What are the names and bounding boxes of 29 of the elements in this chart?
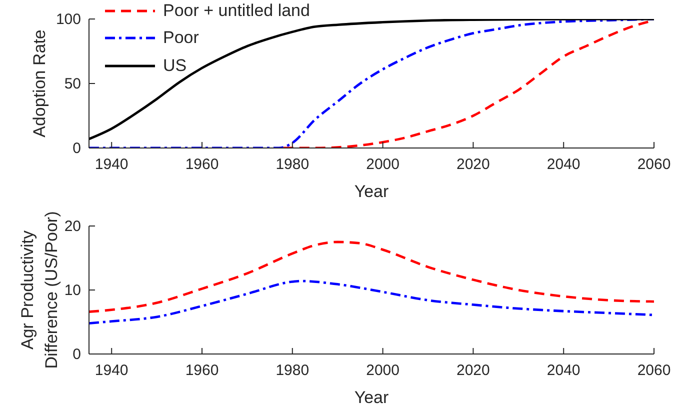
x-tick-label: 2060 <box>637 362 671 379</box>
x-tick-label: 2000 <box>366 362 400 379</box>
x-tick-label: 2040 <box>546 156 580 173</box>
x-tick-label: 2020 <box>456 156 490 173</box>
y-tick-label: 20 <box>64 218 81 235</box>
y-tick-label: 100 <box>56 11 81 28</box>
y-tick-label: 0 <box>72 140 81 157</box>
x-tick-label: 1980 <box>276 362 310 379</box>
legend-label: Poor <box>163 28 199 48</box>
y-tick-label: 10 <box>64 282 81 299</box>
x-axis-title: Year <box>354 182 390 201</box>
x-tick-label: 1960 <box>185 362 219 379</box>
x-tick-label: 1940 <box>94 156 128 173</box>
y-tick-label: 50 <box>64 76 81 92</box>
x-tick-label: 2020 <box>456 362 490 379</box>
x-tick-label: 1980 <box>276 156 310 173</box>
y-axis-title: Adoption Rate <box>30 30 49 138</box>
x-tick-label: 2060 <box>637 156 671 173</box>
line-series <box>89 280 654 324</box>
y-tick-label: 0 <box>72 346 81 363</box>
x-axis-title: Year <box>354 388 390 407</box>
x-tick-label: 2000 <box>366 156 400 173</box>
y-axis-title: Agr Productivity Difference (US/Poor) <box>18 211 61 369</box>
x-tick-label: 2040 <box>546 362 580 379</box>
line-series <box>89 240 654 313</box>
x-tick-label: 1960 <box>185 156 219 173</box>
x-tick-label: 1940 <box>94 362 128 379</box>
legend-label: US <box>163 56 187 76</box>
legend-label: Poor + untitled land <box>163 0 310 21</box>
